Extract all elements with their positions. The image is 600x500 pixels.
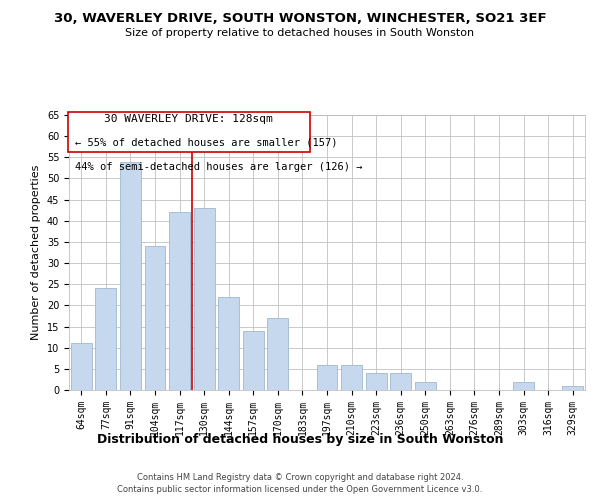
Text: Contains public sector information licensed under the Open Government Licence v3: Contains public sector information licen… — [118, 485, 482, 494]
Text: Size of property relative to detached houses in South Wonston: Size of property relative to detached ho… — [125, 28, 475, 38]
Text: 30, WAVERLEY DRIVE, SOUTH WONSTON, WINCHESTER, SO21 3EF: 30, WAVERLEY DRIVE, SOUTH WONSTON, WINCH… — [53, 12, 547, 26]
Bar — [120, 162, 141, 390]
Bar — [218, 297, 239, 390]
Bar — [145, 246, 166, 390]
Text: 30 WAVERLEY DRIVE: 128sqm: 30 WAVERLEY DRIVE: 128sqm — [104, 114, 273, 124]
Bar — [513, 382, 534, 390]
Bar — [562, 386, 583, 390]
Text: Distribution of detached houses by size in South Wonston: Distribution of detached houses by size … — [97, 432, 503, 446]
Bar — [365, 373, 386, 390]
Bar — [341, 364, 362, 390]
FancyBboxPatch shape — [68, 112, 310, 152]
Bar — [95, 288, 116, 390]
Bar — [390, 373, 411, 390]
Text: 44% of semi-detached houses are larger (126) →: 44% of semi-detached houses are larger (… — [76, 162, 363, 172]
Bar — [243, 331, 264, 390]
Bar — [317, 364, 337, 390]
Bar — [415, 382, 436, 390]
Bar — [194, 208, 215, 390]
Bar — [268, 318, 289, 390]
Text: Contains HM Land Registry data © Crown copyright and database right 2024.: Contains HM Land Registry data © Crown c… — [137, 472, 463, 482]
Text: ← 55% of detached houses are smaller (157): ← 55% of detached houses are smaller (15… — [76, 138, 338, 147]
Bar — [71, 344, 92, 390]
Bar — [169, 212, 190, 390]
Y-axis label: Number of detached properties: Number of detached properties — [31, 165, 41, 340]
